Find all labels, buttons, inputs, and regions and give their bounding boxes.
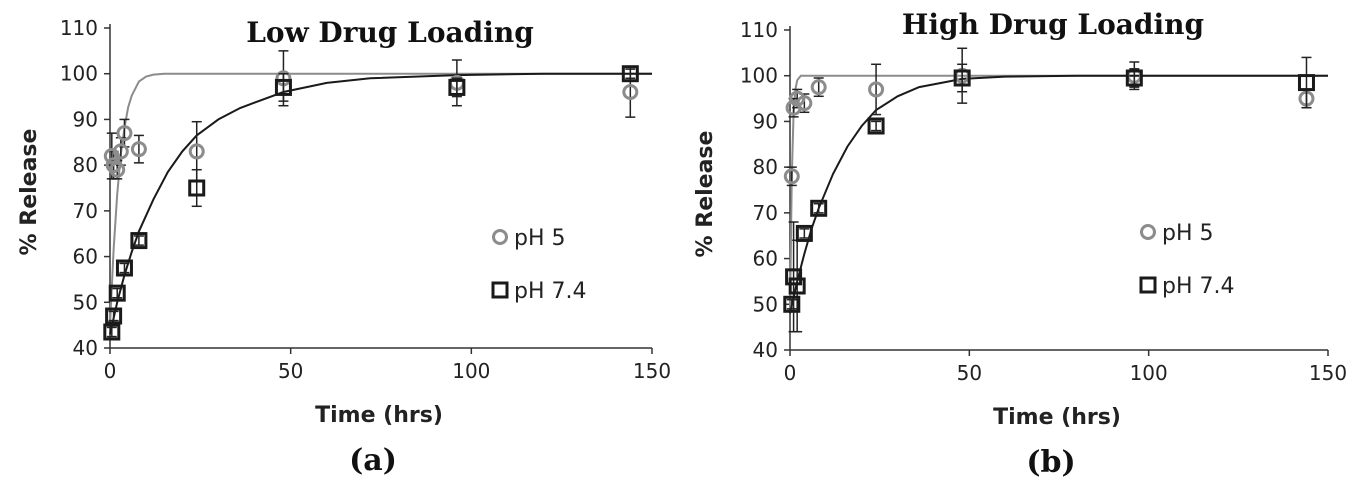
data-point-ph5 — [810, 79, 827, 96]
y-tick-label: 110 — [740, 18, 778, 42]
data-point-ph74 — [621, 65, 639, 83]
y-tick-label: 70 — [73, 199, 98, 223]
y-tick-label: 60 — [753, 247, 778, 271]
data-point-ph74 — [795, 224, 813, 242]
data-point-ph74 — [1297, 74, 1315, 92]
data-point-ph74 — [103, 323, 121, 341]
y-tick-label: 100 — [740, 64, 778, 88]
legend-label-ph74: pH 7.4 — [1162, 274, 1235, 299]
y-tick-label: 40 — [73, 336, 98, 360]
legend-label-ph5: pH 5 — [514, 226, 566, 251]
y-tick-label: 50 — [753, 292, 778, 316]
data-point-ph74 — [115, 259, 133, 277]
y-tick-label: 80 — [753, 155, 778, 179]
data-point-ph5 — [130, 141, 147, 158]
fit-curve-ph74 — [789, 74, 1328, 314]
data-point-ph5 — [109, 161, 126, 178]
y-tick-label: 100 — [60, 62, 98, 86]
x-tick-label: 150 — [633, 359, 671, 383]
data-point-ph5 — [622, 84, 639, 100]
panel-label: (a) — [349, 443, 397, 478]
y-tick-label: 60 — [73, 245, 98, 269]
legend-marker-ph74 — [491, 281, 509, 299]
y-axis-title: % Release — [693, 131, 718, 258]
data-point-ph74 — [188, 179, 206, 197]
x-tick-label: 0 — [784, 361, 797, 385]
data-point-ph74 — [130, 232, 148, 250]
data-point-ph5 — [783, 168, 800, 185]
panel-label: (b) — [1026, 445, 1075, 478]
fit-curve-ph5 — [789, 74, 1328, 314]
x-axis-title: Time (hrs) — [315, 403, 443, 428]
data-point-ph5 — [188, 143, 205, 160]
data-point-ph74 — [108, 284, 126, 302]
y-axis-title: % Release — [17, 129, 42, 256]
legend-label-ph5: pH 5 — [1162, 221, 1214, 246]
y-tick-label: 110 — [60, 16, 98, 40]
data-point-ph74 — [788, 277, 806, 295]
data-point-ph5 — [868, 81, 885, 98]
x-tick-label: 0 — [104, 359, 117, 383]
x-tick-label: 150 — [1309, 361, 1347, 385]
x-tick-label: 100 — [452, 359, 490, 383]
y-tick-label: 50 — [73, 290, 98, 314]
data-point-ph74 — [867, 117, 885, 135]
data-point-ph74 — [448, 78, 466, 96]
y-tick-label: 40 — [753, 338, 778, 362]
y-tick-label: 90 — [73, 107, 98, 131]
data-point-ph74 — [783, 295, 801, 313]
x-axis-title: Time (hrs) — [993, 405, 1121, 430]
chart-title: Low Drug Loading — [246, 16, 534, 49]
y-tick-label: 80 — [73, 153, 98, 177]
legend-marker-ph5 — [1140, 224, 1156, 240]
data-point-ph74 — [810, 199, 828, 217]
data-point-ph74 — [953, 69, 971, 87]
chart-title: High Drug Loading — [902, 8, 1204, 41]
data-point-ph74 — [785, 268, 803, 286]
panel-a: 40 50 60 70 80 90 100 110 0 50 100 150 Time (hrs) % R… — [17, 16, 671, 478]
legend-label-ph74: pH 7.4 — [514, 279, 587, 304]
data-point-ph74 — [1125, 69, 1143, 87]
data-point-ph74 — [105, 307, 123, 325]
data-point-ph5 — [112, 143, 129, 160]
x-tick-label: 50 — [278, 359, 303, 383]
legend-marker-ph74 — [1139, 276, 1157, 294]
x-tick-label: 50 — [957, 361, 982, 385]
x-tick-label: 100 — [1130, 361, 1168, 385]
data-point-ph5 — [116, 125, 133, 142]
fit-curve-ph5 — [109, 72, 652, 326]
y-tick-label: 70 — [753, 201, 778, 225]
legend-marker-ph5 — [492, 229, 508, 245]
y-tick-label: 90 — [753, 109, 778, 133]
panel-b: 40 50 60 70 80 90 100 110 0 50 100 150 Time (hrs) % R… — [693, 8, 1347, 478]
data-point-ph5 — [796, 95, 813, 112]
data-point-ph74 — [274, 78, 292, 96]
